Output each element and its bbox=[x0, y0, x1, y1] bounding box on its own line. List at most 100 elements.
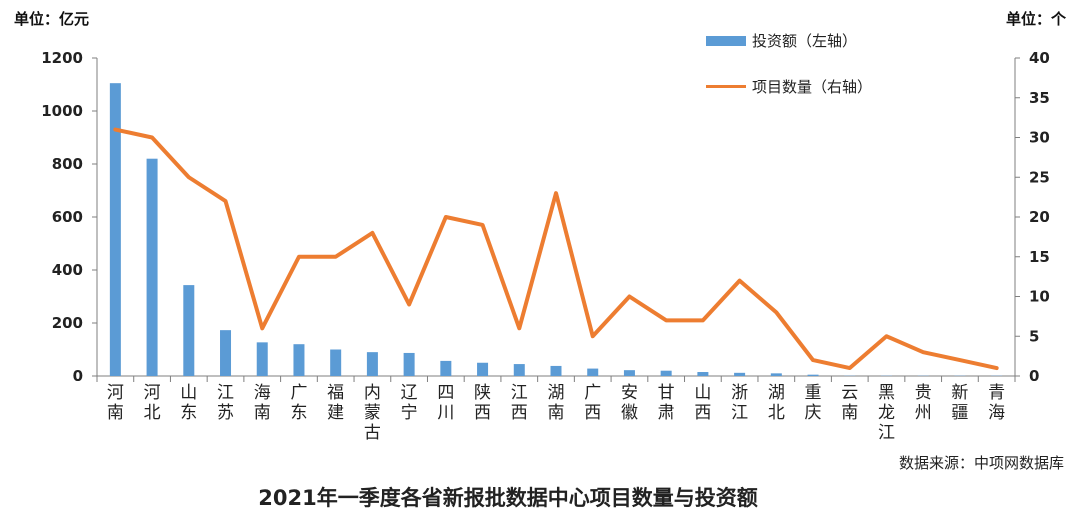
x-category-label: 内 bbox=[364, 383, 381, 403]
x-category-label: 南 bbox=[254, 403, 271, 423]
x-category-label: 江 bbox=[511, 383, 528, 403]
x-category-label: 北 bbox=[768, 403, 785, 423]
right-tick-label: 15 bbox=[1029, 248, 1050, 266]
x-category-label: 浙 bbox=[731, 383, 748, 403]
investment-bar bbox=[366, 352, 378, 376]
x-category-label: 东 bbox=[180, 403, 197, 423]
investment-bar bbox=[109, 83, 121, 377]
investment-bar bbox=[807, 374, 819, 376]
left-axis-unit: 单位：亿元 bbox=[14, 10, 90, 28]
investment-bar bbox=[293, 344, 305, 376]
investment-bar bbox=[550, 365, 562, 376]
chart-title: 2021年一季度各省新报批数据中心项目数量与投资额 bbox=[258, 486, 758, 510]
investment-bar bbox=[220, 330, 232, 376]
x-category-label: 黑 bbox=[878, 383, 895, 403]
x-category-label: 青 bbox=[988, 383, 1005, 403]
right-tick-label: 5 bbox=[1029, 327, 1039, 345]
investment-bar bbox=[623, 370, 635, 376]
x-category-label: 北 bbox=[144, 403, 161, 423]
legend-item-investment: 投资额（左轴） bbox=[706, 30, 857, 51]
x-category-label: 疆 bbox=[951, 403, 968, 423]
x-category-label: 南 bbox=[548, 403, 565, 423]
x-category-label: 徽 bbox=[621, 403, 638, 423]
x-category-label: 川 bbox=[437, 403, 454, 423]
investment-bar bbox=[183, 285, 195, 376]
data-source: 数据来源：中项网数据库 bbox=[898, 454, 1064, 472]
investment-bar bbox=[440, 360, 452, 376]
x-category-label: 甘 bbox=[658, 383, 675, 403]
x-category-label: 湖 bbox=[548, 383, 565, 403]
right-axis-unit: 单位：个 bbox=[1005, 10, 1066, 28]
legend-label-investment: 投资额（左轴） bbox=[752, 32, 858, 50]
investment-bar bbox=[660, 370, 672, 376]
x-category-label: 宁 bbox=[401, 403, 418, 423]
left-tick-label: 1000 bbox=[41, 102, 83, 120]
investment-bar bbox=[256, 342, 268, 376]
x-category-label: 东 bbox=[290, 403, 307, 423]
investment-bar bbox=[330, 349, 342, 376]
x-category-label: 州 bbox=[915, 403, 932, 423]
left-tick-label: 0 bbox=[73, 367, 83, 385]
investment-bar bbox=[477, 362, 489, 376]
x-category-label: 南 bbox=[841, 403, 858, 423]
x-category-label: 重 bbox=[805, 383, 822, 403]
investment-bar bbox=[770, 373, 782, 376]
x-category-label: 广 bbox=[290, 383, 307, 403]
x-category-label: 云 bbox=[841, 383, 858, 403]
x-category-label: 海 bbox=[988, 403, 1005, 423]
legend-label-count: 项目数量（右轴） bbox=[752, 78, 873, 96]
x-category-label: 四 bbox=[437, 383, 454, 403]
left-tick-label: 800 bbox=[52, 155, 83, 173]
x-category-label: 陕 bbox=[474, 383, 491, 403]
x-category-label: 肃 bbox=[658, 403, 675, 423]
x-category-label: 新 bbox=[951, 383, 968, 403]
investment-bar bbox=[513, 364, 525, 376]
x-category-label: 南 bbox=[107, 403, 124, 423]
x-category-label: 广 bbox=[584, 383, 601, 403]
left-tick-label: 200 bbox=[52, 314, 83, 332]
legend-swatch-line bbox=[706, 85, 746, 88]
left-tick-label: 600 bbox=[52, 208, 83, 226]
x-category-label: 河 bbox=[107, 383, 124, 403]
legend-swatch-bar bbox=[706, 35, 746, 46]
x-category-label: 山 bbox=[180, 383, 197, 403]
x-category-label: 蒙 bbox=[364, 403, 381, 423]
right-tick-label: 25 bbox=[1029, 168, 1050, 186]
right-tick-label: 0 bbox=[1029, 367, 1039, 385]
x-category-label: 龙 bbox=[878, 403, 895, 423]
x-category-label: 庆 bbox=[805, 403, 822, 423]
x-category-label: 湖 bbox=[768, 383, 785, 403]
left-tick-label: 400 bbox=[52, 261, 83, 279]
project-count-line bbox=[113, 127, 999, 371]
x-category-label: 海 bbox=[254, 383, 271, 403]
investment-bar bbox=[403, 352, 415, 376]
investment-bar bbox=[146, 158, 158, 376]
x-category-label: 贵 bbox=[915, 383, 932, 403]
x-category-label: 建 bbox=[327, 403, 344, 423]
x-category-label: 江 bbox=[731, 403, 748, 423]
investment-bar bbox=[697, 372, 709, 376]
investment-bar bbox=[734, 372, 746, 376]
investment-bar bbox=[587, 368, 599, 376]
x-category-label: 河 bbox=[144, 383, 161, 403]
x-category-label: 苏 bbox=[217, 403, 234, 423]
right-tick-label: 40 bbox=[1029, 49, 1050, 67]
x-category-label: 西 bbox=[584, 403, 601, 423]
legend-item-count: 项目数量（右轴） bbox=[706, 76, 872, 97]
x-category-label: 西 bbox=[474, 403, 491, 423]
left-tick-label: 1200 bbox=[41, 49, 83, 67]
x-category-label: 安 bbox=[621, 383, 638, 403]
x-category-label: 辽 bbox=[401, 383, 418, 403]
x-category-label: 福 bbox=[327, 383, 344, 403]
x-category-label: 江 bbox=[878, 423, 895, 443]
x-category-label: 江 bbox=[217, 383, 234, 403]
x-category-label: 古 bbox=[364, 423, 381, 443]
right-tick-label: 10 bbox=[1029, 288, 1050, 306]
x-category-label: 西 bbox=[511, 403, 528, 423]
x-category-label: 山 bbox=[694, 383, 711, 403]
x-category-label: 西 bbox=[694, 403, 711, 423]
right-tick-label: 20 bbox=[1029, 208, 1050, 226]
right-tick-label: 30 bbox=[1029, 129, 1050, 147]
right-tick-label: 35 bbox=[1029, 89, 1050, 107]
